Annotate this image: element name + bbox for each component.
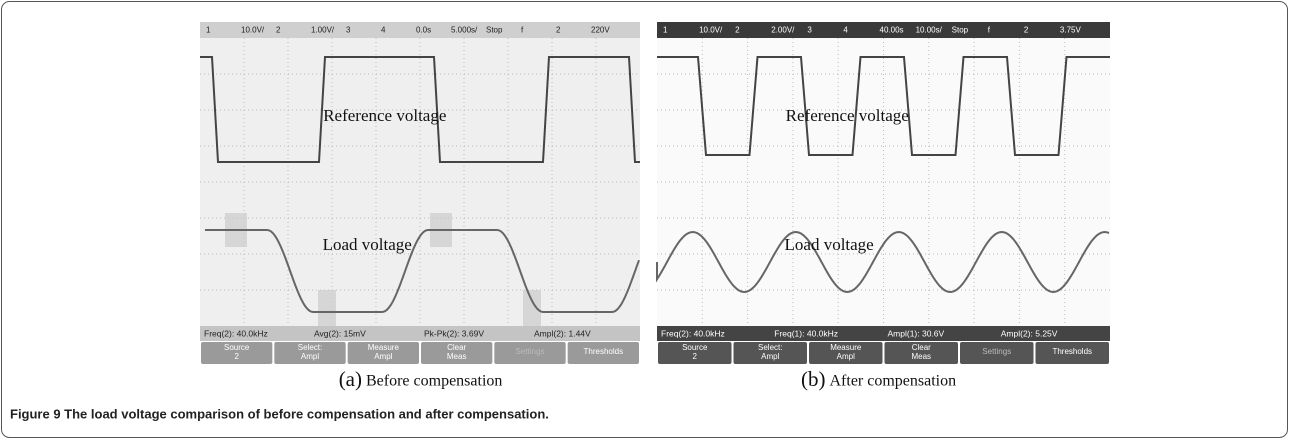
reference-label: Reference voltage [323,106,446,125]
load-label: Load voltage [785,235,874,254]
softkey-label: Ampl [837,352,855,361]
softkey-label: 2 [693,352,698,361]
figure-caption: Figure 9 The load voltage comparison of … [10,406,549,421]
status-item: 3 [807,26,812,35]
measurement: Ampl(1): 30.6V [888,328,945,338]
caption-label: (b) [801,367,826,391]
status-item: 3.75V [1060,26,1082,35]
ringing [318,290,336,330]
load-label: Load voltage [323,235,412,254]
status-item: 2 [556,26,561,35]
status-item: 220V [591,26,610,35]
measurement: Ampl(2): 1.44V [534,328,591,338]
status-item: 2 [1024,26,1029,35]
measurement: Avg(2): 15mV [314,328,366,338]
softkey-label: Measure [830,343,862,352]
status-item: 4 [843,26,848,35]
status-item: 10.0V/ [699,26,723,35]
status-item: 1 [663,26,668,35]
softkey-label: Select: [758,343,782,352]
softkey-label: Clear [912,343,931,352]
softkey-label: Source [224,343,250,352]
status-item: 1 [206,26,211,35]
status-item: 4 [381,26,386,35]
status-item: 40.00s [880,26,904,35]
status-item: 2 [276,26,281,35]
caption-text: Before compensation [366,373,502,390]
measurement: Pk-Pk(2): 3.69V [424,328,484,338]
status-item: Stop [486,26,503,35]
status-item: 5.000s/ [451,26,478,35]
softkey-label: Source [682,343,708,352]
softkey-label: Thresholds [1052,347,1092,356]
status-item: 2 [735,26,740,35]
measurement: Ampl(2): 5.25V [1001,328,1058,338]
measurement: Freq(1): 40.0kHz [774,328,838,338]
softkey-label: 2 [234,352,239,361]
page: Figure 9 The load voltage comparison of … [0,0,1290,439]
softkey-label: Meas [447,352,467,361]
softkey-label: Ampl [374,352,392,361]
softkey-label: Clear [447,343,466,352]
softkey-label: Select: [298,343,322,352]
softkey-label: Measure [368,343,400,352]
status-item: 10.00s/ [916,26,943,35]
status-item: 2.00V/ [771,26,795,35]
measurement: Freq(2): 40.0kHz [661,328,725,338]
caption-text: After compensation [830,373,957,390]
status-item: 0.0s [416,26,431,35]
softkey-label: Ampl [761,352,779,361]
status-item: 10.0V/ [241,26,265,35]
status-item: 3 [346,26,351,35]
measurement: Freq(2): 40.0kHz [204,328,268,338]
softkey-label: Settings [982,347,1011,356]
reference-label: Reference voltage [786,106,909,125]
softkey-label: Ampl [301,352,319,361]
softkey-label: Meas [911,352,931,361]
figure: Figure 9 The load voltage comparison of … [0,0,1290,439]
softkey-label: Settings [516,347,545,356]
softkey-label: Thresholds [584,347,624,356]
status-item: 1.00V/ [311,26,335,35]
status-item: Stop [952,26,969,35]
caption-label: (a) [339,367,362,391]
